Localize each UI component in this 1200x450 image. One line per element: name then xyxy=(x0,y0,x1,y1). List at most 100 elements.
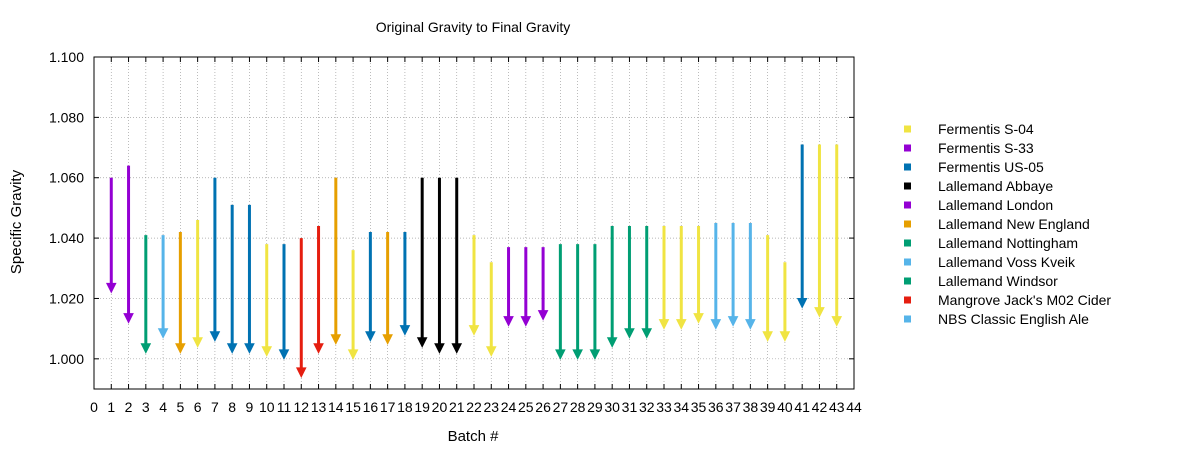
arrow-head xyxy=(779,331,791,342)
gravity-arrow xyxy=(831,144,843,327)
arrow-head xyxy=(382,334,393,345)
legend-item: Lallemand Nottingham xyxy=(904,235,1078,251)
x-tick-label: 10 xyxy=(259,399,275,415)
gravity-arrow xyxy=(624,226,635,339)
gravity-arrow xyxy=(641,226,653,339)
legend-swatch xyxy=(904,144,911,152)
x-tick-label: 2 xyxy=(125,399,133,415)
arrow-head xyxy=(313,343,324,354)
x-tick-label: 23 xyxy=(483,399,499,415)
arrow-head xyxy=(796,298,808,309)
x-tick-label: 9 xyxy=(246,399,254,415)
legend-item: Fermentis S-33 xyxy=(904,140,1034,156)
arrow-head xyxy=(295,367,307,379)
x-tick-label: 42 xyxy=(812,399,828,415)
gravity-arrow xyxy=(382,232,393,345)
x-tick-label: 30 xyxy=(604,399,620,415)
gravity-arrow xyxy=(675,226,687,330)
arrow-head xyxy=(589,349,601,360)
gravity-arrow xyxy=(434,177,445,354)
y-tick-label: 1.100 xyxy=(49,49,84,65)
gravity-arrow xyxy=(244,204,255,354)
x-tick-label: 21 xyxy=(449,399,465,415)
gravity-arrow xyxy=(468,235,480,336)
gravity-arrow xyxy=(796,144,808,309)
gravity-arrow xyxy=(175,232,186,354)
legend-item: Lallemand London xyxy=(904,197,1053,213)
gravity-arrow xyxy=(693,226,704,324)
arrow-head xyxy=(831,316,843,327)
legend-label: Fermentis US-05 xyxy=(938,159,1044,175)
legend-label: Fermentis S-04 xyxy=(938,121,1034,137)
arrow-head xyxy=(347,349,359,360)
x-tick-label: 4 xyxy=(159,399,167,415)
legend-label: Lallemand Voss Kveik xyxy=(938,254,1076,270)
x-tick-label: 8 xyxy=(228,399,236,415)
legend-swatch xyxy=(904,220,911,228)
arrow-head xyxy=(157,328,169,339)
x-tick-label: 19 xyxy=(414,399,430,415)
legend-item: Lallemand Abbaye xyxy=(904,178,1053,194)
legend-swatch xyxy=(904,239,911,247)
y-axis-label: Specific Gravity xyxy=(8,169,25,274)
arrow-head xyxy=(572,349,583,360)
arrow-head xyxy=(226,343,238,354)
arrow-head xyxy=(140,343,152,354)
arrow-head xyxy=(641,328,653,339)
x-tick-label: 11 xyxy=(277,399,292,415)
legend-label: Lallemand London xyxy=(938,197,1053,213)
x-tick-label: 37 xyxy=(725,399,741,415)
arrow-head xyxy=(693,313,704,324)
y-tick-label: 1.020 xyxy=(49,290,84,306)
gravity-arrow xyxy=(416,177,428,348)
arrow-head xyxy=(175,343,186,354)
legend-swatch xyxy=(904,258,911,266)
arrow-head xyxy=(434,343,445,354)
gravity-arrow xyxy=(209,177,221,342)
x-tick-label: 25 xyxy=(518,399,534,415)
gravity-arrow xyxy=(710,223,722,330)
arrow-head xyxy=(261,346,273,357)
y-tick-label: 1.040 xyxy=(49,230,84,246)
gravity-arrow xyxy=(140,235,152,354)
gravity-arrow xyxy=(537,247,549,321)
gravity-arrow xyxy=(295,238,307,379)
gravity-arrow xyxy=(589,244,601,360)
x-tick-label: 36 xyxy=(708,399,724,415)
legend-item: Lallemand Voss Kveik xyxy=(904,254,1076,270)
arrow-head xyxy=(520,316,532,327)
gravity-arrow xyxy=(157,235,169,339)
x-tick-label: 34 xyxy=(673,399,689,415)
legend-swatch xyxy=(904,315,911,323)
y-tick-label: 1.080 xyxy=(49,109,84,125)
gravity-arrow xyxy=(399,232,411,336)
gravity-arrow xyxy=(105,177,117,294)
arrow-head xyxy=(209,331,221,342)
legend-label: Lallemand Windsor xyxy=(938,273,1058,289)
gravity-arrow xyxy=(347,250,359,360)
x-tick-label: 16 xyxy=(363,399,379,415)
gravity-arrow xyxy=(658,226,670,330)
x-tick-label: 7 xyxy=(211,399,219,415)
arrow-head xyxy=(105,282,117,294)
gravity-arrow xyxy=(123,165,134,324)
gravity-arrow xyxy=(313,226,324,354)
x-axis-label: Batch # xyxy=(448,428,500,445)
legend-label: Lallemand Nottingham xyxy=(938,235,1078,251)
arrow-head xyxy=(123,313,134,324)
x-tick-label: 14 xyxy=(328,399,344,415)
x-tick-label: 20 xyxy=(432,399,448,415)
x-tick-label: 43 xyxy=(829,399,845,415)
arrow-head xyxy=(451,343,463,354)
legend-label: Mangrove Jack's M02 Cider xyxy=(938,292,1111,308)
x-tick-label: 41 xyxy=(794,399,810,415)
x-tick-label: 1 xyxy=(107,399,115,415)
arrow-head xyxy=(710,319,722,330)
arrow-head xyxy=(537,310,549,321)
legend-item: Lallemand New England xyxy=(904,216,1090,232)
arrow-head xyxy=(278,349,290,360)
data-arrows xyxy=(105,144,843,379)
x-tick-label: 38 xyxy=(743,399,759,415)
